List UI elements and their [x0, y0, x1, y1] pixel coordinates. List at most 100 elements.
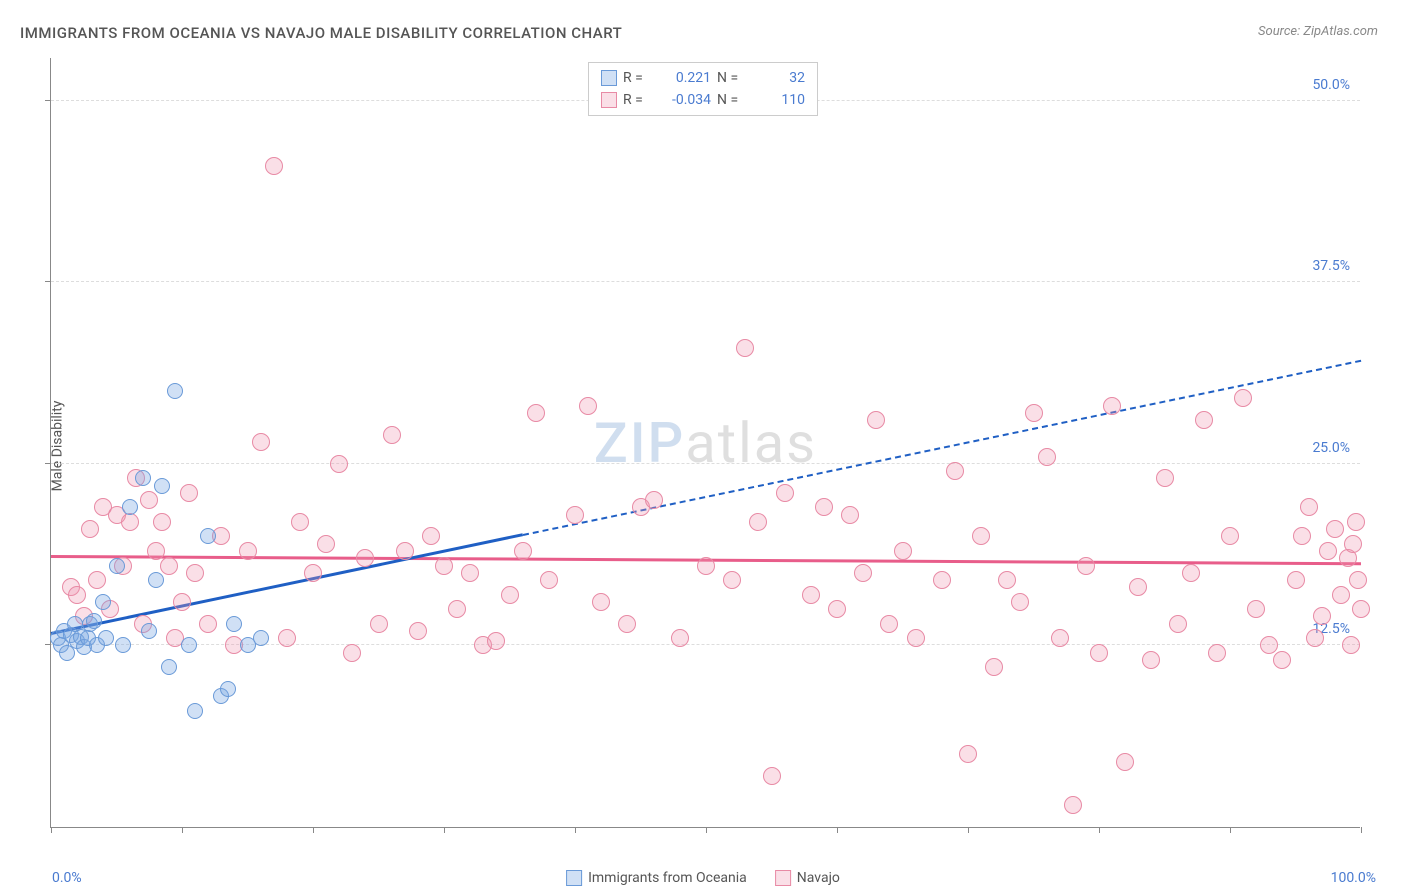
oceania-r-value: 0.221 [657, 70, 711, 86]
data-point-navajo [147, 542, 165, 560]
data-point-navajo [1129, 578, 1147, 596]
data-point-navajo [841, 506, 859, 524]
swatch-oceania [601, 70, 617, 86]
legend-row-navajo: R = -0.034 N = 110 [601, 89, 805, 111]
x-tick [182, 827, 183, 833]
trend-line [51, 533, 523, 635]
data-point-navajo [1116, 753, 1134, 771]
x-tick [1230, 827, 1231, 833]
data-point-oceania [226, 616, 242, 632]
data-point-navajo [618, 615, 636, 633]
data-point-navajo [501, 586, 519, 604]
data-point-oceania [98, 630, 114, 646]
watermark: ZIPatlas [594, 410, 817, 476]
legend-label-oceania: Immigrants from Oceania [588, 870, 747, 886]
navajo-n-value: 110 [751, 92, 805, 108]
legend-label-navajo: Navajo [797, 870, 840, 886]
x-tick [1361, 827, 1362, 833]
data-point-navajo [907, 629, 925, 647]
data-point-navajo [153, 513, 171, 531]
data-point-navajo [1300, 498, 1318, 516]
y-tick [45, 463, 51, 464]
data-point-navajo [88, 571, 106, 589]
y-tick [45, 100, 51, 101]
data-point-navajo [802, 586, 820, 604]
watermark-atlas: atlas [685, 410, 817, 476]
data-point-navajo [343, 644, 361, 662]
data-point-navajo [265, 157, 283, 175]
data-point-navajo [160, 557, 178, 575]
data-point-oceania [187, 703, 203, 719]
data-point-navajo [370, 615, 388, 633]
x-tick [444, 827, 445, 833]
data-point-oceania [86, 613, 102, 629]
data-point-navajo [946, 462, 964, 480]
data-point-navajo [1142, 651, 1160, 669]
data-point-navajo [1221, 527, 1239, 545]
data-point-navajo [140, 491, 158, 509]
data-point-navajo [1025, 404, 1043, 422]
data-point-navajo [1195, 411, 1213, 429]
y-tick [45, 644, 51, 645]
data-point-navajo [1273, 651, 1291, 669]
data-point-navajo [1349, 571, 1367, 589]
data-point-navajo [1247, 600, 1265, 618]
data-point-navajo [1234, 389, 1252, 407]
gridline [51, 281, 1360, 282]
correlation-legend: R = 0.221 N = 32 R = -0.034 N = 110 [588, 62, 818, 116]
data-point-navajo [723, 571, 741, 589]
data-point-navajo [180, 484, 198, 502]
data-point-oceania [109, 558, 125, 574]
data-point-navajo [1103, 397, 1121, 415]
data-point-navajo [697, 557, 715, 575]
plot-area: ZIPatlas 12.5%25.0%37.5%50.0% [50, 58, 1360, 828]
swatch-navajo [601, 92, 617, 108]
label-n: N = [717, 92, 745, 108]
data-point-navajo [1090, 644, 1108, 662]
data-point-navajo [1306, 629, 1324, 647]
x-tick [575, 827, 576, 833]
data-point-navajo [1169, 615, 1187, 633]
data-point-oceania [181, 637, 197, 653]
data-point-oceania [95, 594, 111, 610]
data-point-navajo [1347, 513, 1365, 531]
data-point-navajo [330, 455, 348, 473]
data-point-navajo [173, 593, 191, 611]
data-point-navajo [894, 542, 912, 560]
data-point-navajo [880, 615, 898, 633]
data-point-navajo [592, 593, 610, 611]
data-point-navajo [1319, 542, 1337, 560]
data-point-navajo [252, 433, 270, 451]
data-point-navajo [278, 629, 296, 647]
watermark-zip: ZIP [594, 410, 685, 476]
x-axis-max-label: 100.0% [1331, 870, 1376, 886]
data-point-navajo [396, 542, 414, 560]
oceania-n-value: 32 [751, 70, 805, 86]
data-point-oceania [200, 528, 216, 544]
data-point-navajo [1156, 469, 1174, 487]
data-point-oceania [161, 659, 177, 675]
x-tick [968, 827, 969, 833]
data-point-navajo [514, 542, 532, 560]
legend-item-navajo: Navajo [775, 870, 840, 886]
data-point-navajo [645, 491, 663, 509]
gridline [51, 463, 1360, 464]
data-point-navajo [579, 397, 597, 415]
y-tick-label: 37.5% [1312, 258, 1350, 274]
x-axis-min-label: 0.0% [52, 870, 82, 886]
legend-item-oceania: Immigrants from Oceania [566, 870, 747, 886]
series-legend: Immigrants from Oceania Navajo [566, 870, 840, 886]
data-point-navajo [1182, 564, 1200, 582]
data-point-navajo [972, 527, 990, 545]
data-point-navajo [199, 615, 217, 633]
data-point-navajo [409, 622, 427, 640]
data-point-navajo [867, 411, 885, 429]
data-point-navajo [959, 745, 977, 763]
data-point-navajo [435, 557, 453, 575]
data-point-navajo [186, 564, 204, 582]
data-point-oceania [167, 383, 183, 399]
data-point-navajo [291, 513, 309, 531]
data-point-navajo [461, 564, 479, 582]
data-point-navajo [776, 484, 794, 502]
y-tick-label: 50.0% [1312, 77, 1350, 93]
